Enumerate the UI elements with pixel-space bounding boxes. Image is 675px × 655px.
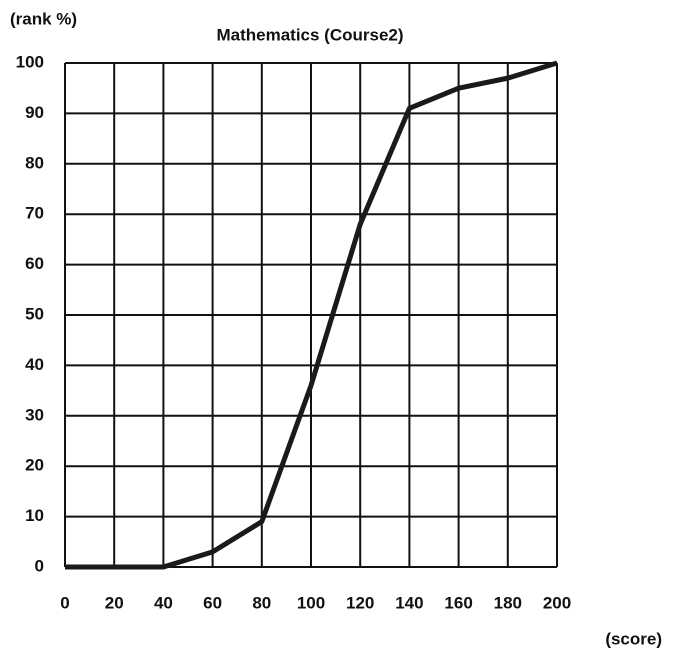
y-tick-label: 20 <box>25 456 44 475</box>
y-tick-label: 70 <box>25 204 44 223</box>
x-tick-label: 180 <box>494 593 522 612</box>
x-tick-label: 80 <box>252 593 271 612</box>
y-tick-label: 10 <box>25 506 44 525</box>
x-tick-label: 60 <box>203 593 222 612</box>
x-tick-label: 0 <box>60 593 69 612</box>
y-axis-label: (rank %) <box>10 9 77 28</box>
data-line <box>65 60 558 570</box>
y-tick-label: 30 <box>25 405 44 424</box>
x-axis-label: (score) <box>605 629 662 648</box>
y-tick-label: 0 <box>35 556 44 575</box>
y-tick-label: 40 <box>25 355 44 374</box>
y-tick-label: 50 <box>25 304 44 323</box>
y-tick-label: 60 <box>25 254 44 273</box>
x-tick-label: 200 <box>543 593 571 612</box>
x-tick-label: 20 <box>105 593 124 612</box>
x-tick-label: 140 <box>395 593 423 612</box>
x-tick-label: 100 <box>297 593 325 612</box>
y-tick-label: 80 <box>25 153 44 172</box>
chart-title: Mathematics (Course2) <box>216 25 403 44</box>
x-tick-label: 160 <box>444 593 472 612</box>
x-tick-label: 120 <box>346 593 374 612</box>
y-tick-label: 90 <box>25 103 44 122</box>
x-tick-label: 40 <box>154 593 173 612</box>
y-tick-label: 100 <box>16 52 44 71</box>
